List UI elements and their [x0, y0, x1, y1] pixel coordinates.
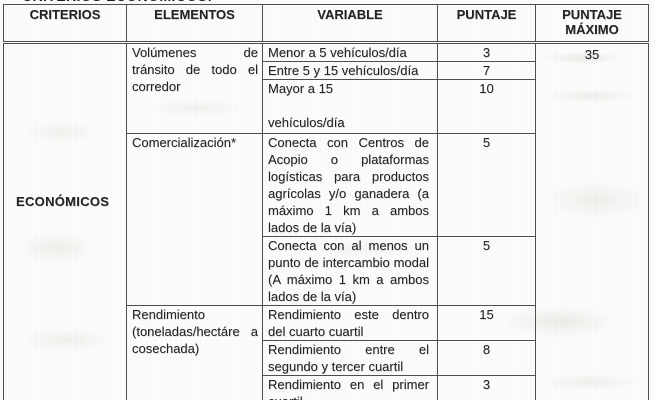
variable-cell: Rendimiento este dentro del cuarto cuart…: [262, 305, 438, 341]
puntaje-cell: 5: [437, 133, 536, 237]
variable-cell: Conecta con al menos un punto de interca…: [262, 236, 438, 306]
header-cell-puntaje: PUNTAJE: [437, 4, 536, 44]
criteria-score-table: CRITERIOS ELEMENTOS VARIABLE PUNTAJE PUN…: [3, 4, 649, 400]
table-row: Rendimiento (toneladas/hectáre a cosecha…: [4, 305, 649, 400]
table-row: Rendimiento entre el segundo y tercer cu…: [4, 340, 649, 376]
elemento-rendimiento-cell: Rendimiento (toneladas/hectáre a cosecha…: [126, 305, 263, 400]
table-row: ECONÓMICOS Volúmenes de tránsito de todo…: [3, 42, 649, 400]
header-cell-variable: VARIABLE: [262, 4, 438, 44]
variable-cell: Rendimiento en el primer cuartil: [262, 375, 438, 400]
header-cell-criterios: CRITERIOS: [3, 4, 127, 44]
variable-cell: Entre 5 y 15 vehículos/día: [262, 61, 438, 80]
puntaje-cell: 3: [437, 375, 536, 400]
puntaje-cell: 10: [437, 79, 536, 134]
header-cell-puntaje-maximo: PUNTAJE MÁXIMO: [535, 4, 649, 44]
table-row: Rendimiento en el primer cuartil 3: [4, 375, 649, 400]
puntaje-cell: 5: [437, 236, 536, 306]
criterio-economicos-cell: ECONÓMICOS: [3, 42, 127, 400]
variable-cell: Rendimiento entre el segundo y tercer cu…: [262, 340, 438, 376]
puntaje-cell: 15: [437, 305, 536, 341]
header-cell-elementos: ELEMENTOS: [126, 4, 263, 44]
puntaje-maximo-cell: 35: [535, 42, 649, 400]
table-row: Conecta con al menos un punto de interca…: [4, 236, 649, 306]
elemento-comercializacion-cell: Comercialización*: [126, 133, 263, 306]
header-row: CRITERIOS ELEMENTOS VARIABLE PUNTAJE PUN…: [3, 4, 649, 44]
variable-cell: Mayor a 15 vehículos/día: [262, 79, 438, 134]
table-row: Comercialización* Conecta con Centros de…: [4, 133, 649, 306]
clipped-section-heading-text: CRITERIOS ECONÓMICOS:: [22, 0, 352, 4]
variable-cell: Menor a 5 vehículos/día: [262, 42, 438, 62]
puntaje-cell: 3: [437, 42, 536, 62]
table-row: Entre 5 y 15 vehículos/día 7: [4, 61, 649, 80]
clipped-section-heading: CRITERIOS ECONÓMICOS:: [22, 0, 352, 4]
variable-cell: Conecta con Centros de Acopio o platafor…: [262, 133, 438, 237]
puntaje-cell: 8: [437, 340, 536, 376]
elemento-volumenes-cell: Volúmenes de tránsito de todo el corredo…: [126, 42, 263, 134]
puntaje-cell: 7: [437, 61, 536, 80]
